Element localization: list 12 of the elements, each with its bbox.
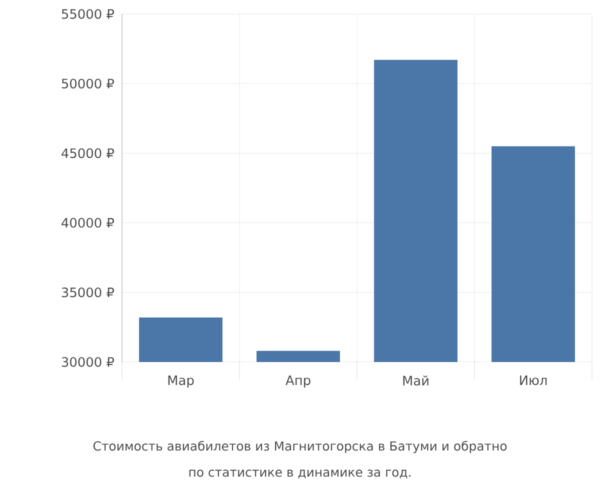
y-tick-label: 40000 ₽ bbox=[62, 218, 114, 228]
x-tick-label: Мар bbox=[168, 376, 194, 388]
x-tick-label: Апр bbox=[286, 376, 310, 388]
y-tick-label: 35000 ₽ bbox=[62, 287, 114, 298]
x-tick-label: Май bbox=[403, 376, 428, 386]
y-tick-label: 45000 ₽ bbox=[62, 148, 114, 158]
y-tick-label: 30000 ₽ bbox=[62, 357, 114, 367]
text: по статистике в динамике за год. bbox=[189, 470, 410, 478]
y-tick-label: 55000 ₽ bbox=[62, 9, 114, 19]
y-tick-label: 50000 ₽ bbox=[62, 78, 114, 88]
text: Стоимость авиабилетов из Магнитогорска в Батуми и обратно bbox=[93, 440, 507, 454]
x-tick-label: Июл bbox=[520, 376, 547, 386]
